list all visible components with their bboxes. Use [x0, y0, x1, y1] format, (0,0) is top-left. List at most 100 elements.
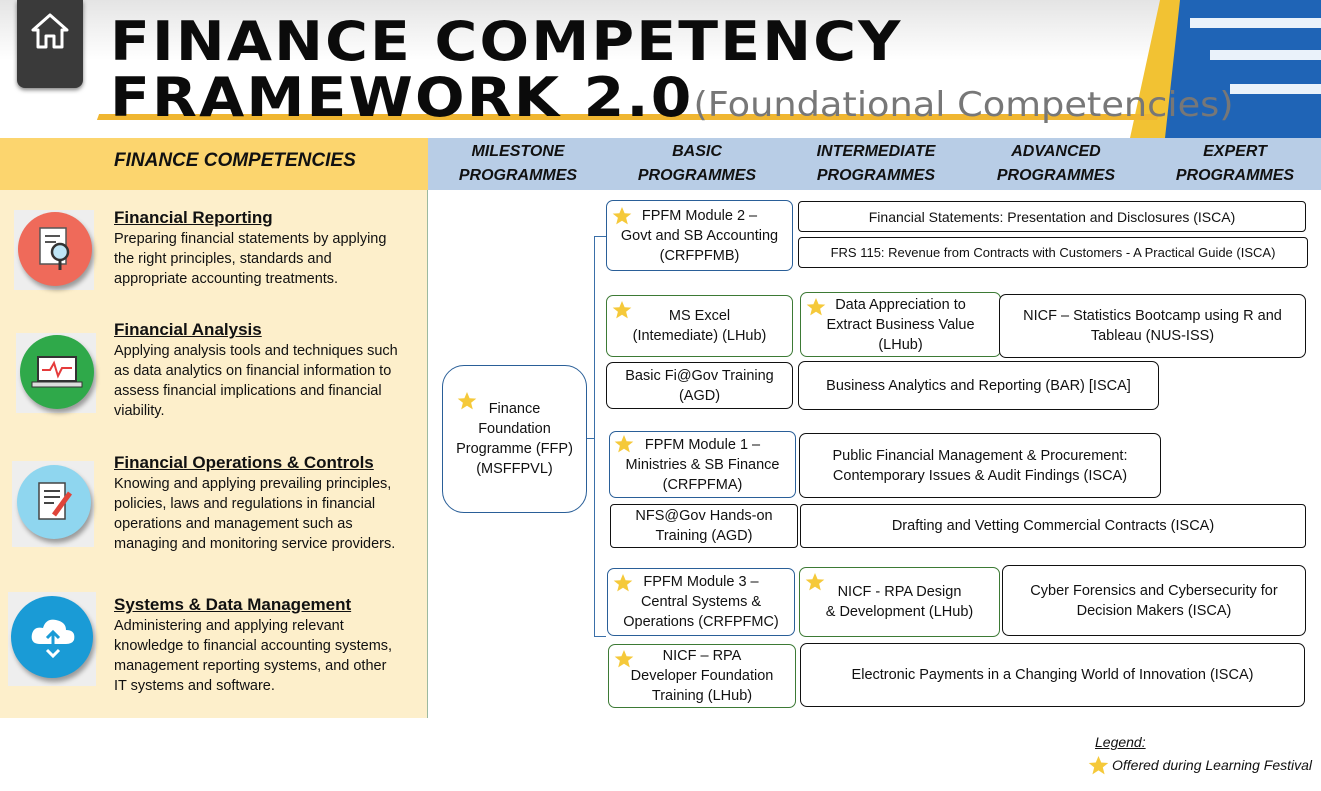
column-header-line: EXPERT [1203, 143, 1267, 160]
page-subtitle: (Foundational Competencies) [693, 85, 1234, 125]
box-line: Public Financial Management & Procuremen… [832, 447, 1128, 464]
cloud-upload-icon [8, 592, 96, 686]
competency-description: Knowing and applying prevailing principl… [114, 474, 419, 554]
competencies-header-label: FINANCE COMPETENCIES [114, 150, 356, 171]
box-line: Electronic Payments in a Changing World … [851, 667, 1254, 683]
star-icon [614, 435, 634, 453]
document-magnifier-glyph [39, 227, 70, 270]
milestone-ffp-box[interactable]: Finance Foundation Programme (FFP) (MSFF… [442, 365, 587, 513]
nfs-gov-box[interactable]: NFS@Gov Hands-on Training (AGD) [610, 504, 798, 548]
box-line: FPFM Module 3 – [643, 574, 759, 590]
description-line: IT systems and software. [114, 678, 275, 694]
box-text: NICF – RPA Developer Foundation Training… [631, 646, 774, 706]
public-financial-management-box[interactable]: Public Financial Management & Procuremen… [799, 433, 1161, 498]
electronic-payments-box[interactable]: Electronic Payments in a Changing World … [800, 643, 1305, 707]
report-magnifier-icon [14, 210, 94, 290]
description-line: operations and management such as [114, 516, 353, 532]
box-text: NICF – Statistics Bootcamp using R and T… [1023, 306, 1282, 346]
star-icon [613, 574, 633, 592]
column-header-milestone: MILESTONE PROGRAMMES [443, 140, 593, 188]
nicf-rpa-developer-box[interactable]: NICF – RPA Developer Foundation Training… [608, 644, 796, 708]
box-line: Decision Makers (ISCA) [1076, 602, 1232, 619]
fpfm-module-1-box[interactable]: FPFM Module 1 – Ministries & SB Finance … [609, 431, 796, 498]
document-pen-glyph [38, 482, 73, 520]
competency-description: Administering and applying relevant know… [114, 616, 419, 696]
column-header-intermediate: INTERMEDIATE PROGRAMMES [801, 140, 951, 188]
description-line: the right principles, standards and [114, 251, 332, 267]
ms-excel-box[interactable]: MS Excel (Intemediate) (LHub) [606, 295, 793, 357]
cloud-upload-glyph [31, 619, 75, 658]
description-line: knowledge to financial accounting system… [114, 638, 393, 654]
box-text: FPFM Module 1 – Ministries & SB Finance … [626, 435, 780, 495]
connector-line [587, 438, 595, 439]
box-line: Operations (CRFPFMC) [623, 614, 779, 630]
laptop-glyph [31, 356, 83, 388]
legend-star-label: Offered during Learning Festival [1112, 757, 1312, 773]
box-line: FRS 115: Revenue from Contracts with Cus… [830, 244, 1276, 260]
nicf-statistics-box[interactable]: NICF – Statistics Bootcamp using R and T… [999, 294, 1306, 358]
data-appreciation-box[interactable]: Data Appreciation to Extract Business Va… [800, 292, 1001, 357]
star-icon [614, 650, 634, 668]
frs-115-box[interactable]: FRS 115: Revenue from Contracts with Cus… [798, 237, 1308, 268]
column-header-line: BASIC [672, 143, 722, 160]
column-header-line: MILESTONE [471, 143, 565, 160]
description-line: policies, laws and regulations in financ… [114, 496, 376, 512]
description-line: assess financial implications and financ… [114, 383, 382, 399]
column-header-basic: BASIC PROGRAMMES [622, 140, 772, 188]
financial-statements-box[interactable]: Financial Statements: Presentation and D… [798, 201, 1306, 232]
basic-figov-box[interactable]: Basic Fi@Gov Training (AGD) [606, 362, 793, 409]
home-button[interactable] [17, 0, 83, 88]
competency-title: Financial Operations & Controls [114, 453, 374, 472]
box-line: MS Excel [668, 308, 731, 324]
connector-line [594, 636, 606, 637]
document-pen-icon [12, 461, 94, 547]
box-line: Financial Statements: Presentation and D… [868, 208, 1236, 225]
box-text: NFS@Gov Hands-on Training (AGD) [635, 506, 772, 546]
column-header-line: INTERMEDIATE [816, 143, 936, 160]
star-icon [612, 207, 632, 225]
box-line: (LHub) [878, 336, 923, 353]
box-line: (CRFPFMB) [659, 247, 740, 264]
competency-description: Preparing financial statements by applyi… [114, 229, 419, 289]
box-text: Public Financial Management & Procuremen… [833, 446, 1128, 486]
box-line: Cyber Forensics and Cybersecurity for [1030, 582, 1278, 599]
column-header-advanced: ADVANCED PROGRAMMES [981, 140, 1131, 188]
description-line: Knowing and applying prevailing principl… [114, 476, 392, 492]
fpfm-module-3-box[interactable]: FPFM Module 3 – Central Systems & Operat… [607, 568, 795, 636]
box-line: Finance [488, 401, 541, 417]
connector-line [594, 236, 606, 237]
box-line: NICF – Statistics Bootcamp using R and [1023, 308, 1282, 324]
title-line-2: FRAMEWORK 2.0(Foundational Competencies) [110, 70, 1234, 133]
box-line: (MSFFPVL) [476, 461, 553, 477]
column-header-line: PROGRAMMES [816, 167, 936, 184]
bar-box[interactable]: Business Analytics and Reporting (BAR) [… [798, 361, 1159, 410]
competencies-header: FINANCE COMPETENCIES [0, 138, 428, 190]
title-line-2-text: FRAMEWORK 2.0 [110, 66, 694, 129]
box-text: FPFM Module 3 – Central Systems & Operat… [623, 572, 779, 632]
page-title: FINANCE COMPETENCY FRAMEWORK 2.0(Foundat… [110, 14, 1234, 133]
nicf-rpa-design-box[interactable]: NICF - RPA Design & Development (LHub) [799, 567, 1000, 637]
drafting-contracts-box[interactable]: Drafting and Vetting Commercial Contract… [800, 504, 1306, 548]
competency-description: Applying analysis tools and techniques s… [114, 341, 419, 421]
stair-step [1210, 50, 1321, 60]
box-line: FPFM Module 2 – [641, 207, 758, 224]
connector-trunk [594, 236, 595, 636]
box-line: Tableau (NUS-ISS) [1090, 328, 1215, 344]
title-line-1: FINANCE COMPETENCY [110, 10, 903, 73]
box-line: Training (AGD) [655, 528, 753, 544]
fpfm-module-2-box[interactable]: FPFM Module 2 – Govt and SB Accounting (… [606, 200, 793, 271]
description-line: managing and monitoring service provider… [114, 536, 396, 552]
cyber-forensics-box[interactable]: Cyber Forensics and Cybersecurity for De… [1002, 565, 1306, 636]
box-text: FPFM Module 2 – Govt and SB Accounting (… [621, 206, 778, 266]
column-header-line: PROGRAMMES [637, 167, 757, 184]
description-line: Administering and applying relevant [114, 618, 344, 634]
legend-title: Legend: [1095, 734, 1146, 750]
box-line: FPFM Module 1 – [644, 436, 761, 453]
star-icon [612, 301, 632, 319]
home-icon [31, 13, 69, 49]
star-icon [457, 392, 477, 410]
description-line: Applying analysis tools and techniques s… [114, 343, 398, 359]
box-line: Business Analytics and Reporting (BAR) [… [826, 377, 1131, 394]
programmes-header-band [428, 138, 1321, 190]
box-text: Data Appreciation to Extract Business Va… [826, 295, 974, 355]
